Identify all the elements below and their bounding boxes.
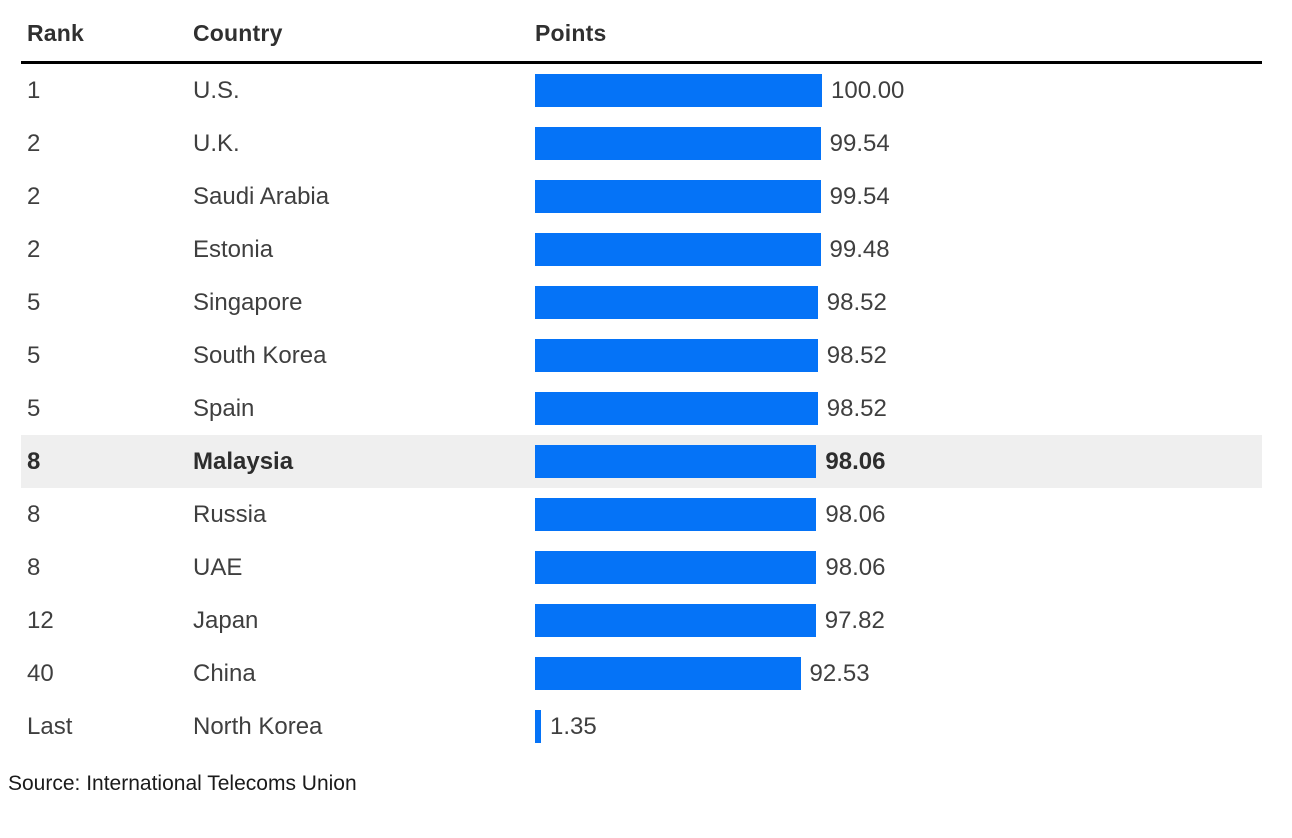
points-bar xyxy=(535,710,541,743)
points-bar xyxy=(535,657,801,690)
points-cell: 100.00 xyxy=(535,64,1262,117)
table-row: 5 Spain 98.52 xyxy=(21,382,1262,435)
points-cell: 98.06 xyxy=(535,435,1262,488)
country-name: Singapore xyxy=(193,288,303,316)
rank-value: 5 xyxy=(27,288,41,316)
points-value: 97.82 xyxy=(824,606,885,634)
rank-value: 8 xyxy=(27,500,41,528)
table-header-row: Rank Country Points xyxy=(21,0,1262,64)
country-name: South Korea xyxy=(193,341,327,369)
points-bar xyxy=(535,286,818,319)
country-name: Estonia xyxy=(193,235,274,263)
points-column-header: Points xyxy=(535,20,607,46)
country-column-header: Country xyxy=(193,20,283,46)
source-attribution: Source: International Telecoms Union xyxy=(8,772,357,795)
points-cell: 99.54 xyxy=(535,170,1262,223)
rank-value: Last xyxy=(27,712,73,740)
points-value: 98.06 xyxy=(825,500,886,528)
points-bar xyxy=(535,233,821,266)
table-row: 2 Saudi Arabia 99.54 xyxy=(21,170,1262,223)
points-bar xyxy=(535,74,822,107)
table-row: 8 Russia 98.06 xyxy=(21,488,1262,541)
country-name: Saudi Arabia xyxy=(193,182,330,210)
rank-value: 8 xyxy=(27,447,41,475)
rank-value: 2 xyxy=(27,182,41,210)
table-body: 1 U.S. 100.00 2 U.K. 99.54 2 Saudi Arabi… xyxy=(21,64,1262,753)
points-cell: 98.06 xyxy=(535,541,1262,594)
points-cell: 1.35 xyxy=(535,700,1262,753)
points-value: 98.52 xyxy=(826,288,887,316)
points-cell: 98.52 xyxy=(535,382,1262,435)
points-bar xyxy=(535,339,818,372)
points-value: 98.06 xyxy=(825,447,886,475)
country-points-ranking-chart: Rank Country Points 1 U.S. 100.00 2 U.K.… xyxy=(8,0,1262,795)
points-value: 99.48 xyxy=(829,235,890,263)
points-value: 1.35 xyxy=(550,712,597,740)
table-row: 8 UAE 98.06 xyxy=(21,541,1262,594)
points-value: 99.54 xyxy=(829,182,890,210)
rank-value: 5 xyxy=(27,341,41,369)
table-row: Last North Korea 1.35 xyxy=(21,700,1262,753)
points-bar xyxy=(535,551,817,584)
points-value: 92.53 xyxy=(809,659,870,687)
country-name: U.S. xyxy=(193,76,240,104)
points-bar xyxy=(535,604,816,637)
rank-column-header: Rank xyxy=(27,20,85,46)
points-cell: 98.52 xyxy=(535,276,1262,329)
points-value: 98.52 xyxy=(826,341,887,369)
country-name: Malaysia xyxy=(193,447,294,475)
points-cell: 99.54 xyxy=(535,117,1262,170)
country-name: UAE xyxy=(193,553,243,581)
points-bar xyxy=(535,127,821,160)
points-cell: 99.48 xyxy=(535,223,1262,276)
table-row: 5 South Korea 98.52 xyxy=(21,329,1262,382)
country-name: Spain xyxy=(193,394,255,422)
table-row: 40 China 92.53 xyxy=(21,647,1262,700)
rank-value: 8 xyxy=(27,553,41,581)
rank-value: 5 xyxy=(27,394,41,422)
points-value: 98.52 xyxy=(826,394,887,422)
table-row: 2 U.K. 99.54 xyxy=(21,117,1262,170)
points-cell: 98.06 xyxy=(535,488,1262,541)
rank-value: 1 xyxy=(27,76,41,104)
table-row: 1 U.S. 100.00 xyxy=(21,64,1262,117)
points-bar xyxy=(535,445,817,478)
points-value: 98.06 xyxy=(825,553,886,581)
ranking-table: Rank Country Points 1 U.S. 100.00 2 U.K.… xyxy=(21,0,1262,753)
rank-value: 2 xyxy=(27,235,41,263)
table-row: 2 Estonia 99.48 xyxy=(21,223,1262,276)
points-cell: 92.53 xyxy=(535,647,1262,700)
rank-value: 2 xyxy=(27,129,41,157)
points-bar xyxy=(535,180,821,213)
table-row: 8 Malaysia 98.06 xyxy=(21,435,1262,488)
table-row: 12 Japan 97.82 xyxy=(21,594,1262,647)
points-bar xyxy=(535,392,818,425)
table-row: 5 Singapore 98.52 xyxy=(21,276,1262,329)
points-cell: 97.82 xyxy=(535,594,1262,647)
country-name: Japan xyxy=(193,606,259,634)
points-value: 100.00 xyxy=(831,76,905,104)
rank-value: 12 xyxy=(27,606,54,634)
country-name: Russia xyxy=(193,500,267,528)
rank-value: 40 xyxy=(27,659,54,687)
points-cell: 98.52 xyxy=(535,329,1262,382)
country-name: North Korea xyxy=(193,712,323,740)
points-bar xyxy=(535,498,817,531)
country-name: U.K. xyxy=(193,129,240,157)
country-name: China xyxy=(193,659,256,687)
points-value: 99.54 xyxy=(829,129,890,157)
